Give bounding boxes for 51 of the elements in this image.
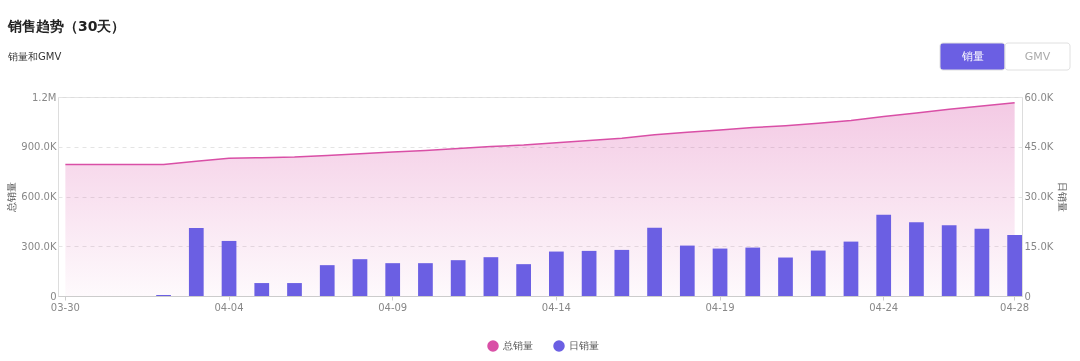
bar xyxy=(516,264,531,296)
bar xyxy=(1007,234,1022,296)
legend-label: 日销量 xyxy=(569,340,599,351)
bar xyxy=(581,250,597,296)
x-tick-label: 03-30 xyxy=(50,301,80,313)
x-tick-label: 04-28 xyxy=(1000,301,1030,313)
bar xyxy=(679,245,695,296)
legend-label: 总销量 xyxy=(502,340,533,351)
bar xyxy=(843,241,859,296)
y-axis-title: 总销量 xyxy=(6,182,18,213)
y2-axis-title: 日销量 xyxy=(1057,182,1069,212)
x-tick-label: 04-04 xyxy=(214,301,244,313)
text: GMV xyxy=(1024,49,1051,63)
x-tick-label: 04-14 xyxy=(541,301,571,313)
bar xyxy=(810,250,826,296)
x-tick-label: 04-09 xyxy=(378,301,408,313)
bar xyxy=(647,227,662,296)
bar xyxy=(254,283,270,296)
bar xyxy=(188,228,204,296)
bar xyxy=(712,248,728,296)
bar xyxy=(319,265,335,296)
y-tick-label: 900.0K xyxy=(21,141,57,153)
chart-subtitle: 销量和GMV xyxy=(7,51,62,62)
y-tick-label: 300.0K xyxy=(21,240,57,252)
x-tick-label: 04-19 xyxy=(705,301,735,313)
bar xyxy=(941,225,957,296)
bar xyxy=(614,249,630,296)
bar xyxy=(745,247,761,296)
bar xyxy=(909,222,924,296)
bar xyxy=(876,214,892,296)
y-tick-label: 600.0K xyxy=(21,191,57,202)
bar xyxy=(221,240,237,296)
chart-title: 销售趋势（30天） xyxy=(7,18,126,34)
x-tick-label: 04-24 xyxy=(869,301,899,313)
bar xyxy=(287,283,302,296)
bar xyxy=(549,251,564,296)
bar xyxy=(450,260,466,296)
bar xyxy=(352,259,368,296)
y2-tick-label: 30.0K xyxy=(1024,191,1054,202)
bar xyxy=(418,263,433,296)
text: 销量 xyxy=(960,49,984,63)
y-tick-label: 0 xyxy=(50,290,57,302)
bar xyxy=(385,263,401,296)
y2-tick-label: 0 xyxy=(1024,290,1031,302)
y2-tick-label: 60.0K xyxy=(1024,91,1054,103)
bar xyxy=(778,257,793,296)
bar xyxy=(483,257,499,296)
y-tick-label: 1.2M xyxy=(31,91,57,103)
bar xyxy=(974,228,990,296)
y2-tick-label: 15.0K xyxy=(1024,240,1054,252)
y2-tick-label: 45.0K xyxy=(1024,141,1054,153)
